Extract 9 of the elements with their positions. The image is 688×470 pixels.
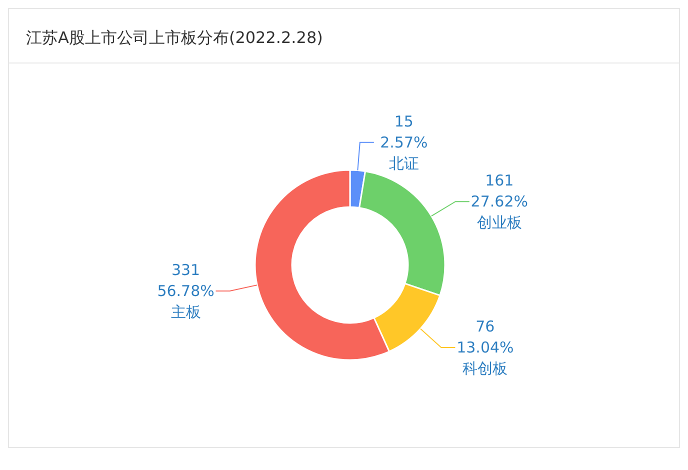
data-label: 161 27.62% <box>470 172 528 211</box>
data-label: 331 56.78% <box>157 260 214 300</box>
slice-label: 科创板 <box>462 360 508 378</box>
data-label: 15 2.57% <box>380 112 428 152</box>
slice-label: 主板 <box>170 302 201 321</box>
chart-title: 江苏A股上市公司上市板分布(2022.2.28) <box>26 28 323 47</box>
slice-label: 北证 <box>388 154 419 172</box>
data-label: 76 13.04% <box>456 318 514 357</box>
slice-label: 创业板 <box>476 214 522 232</box>
